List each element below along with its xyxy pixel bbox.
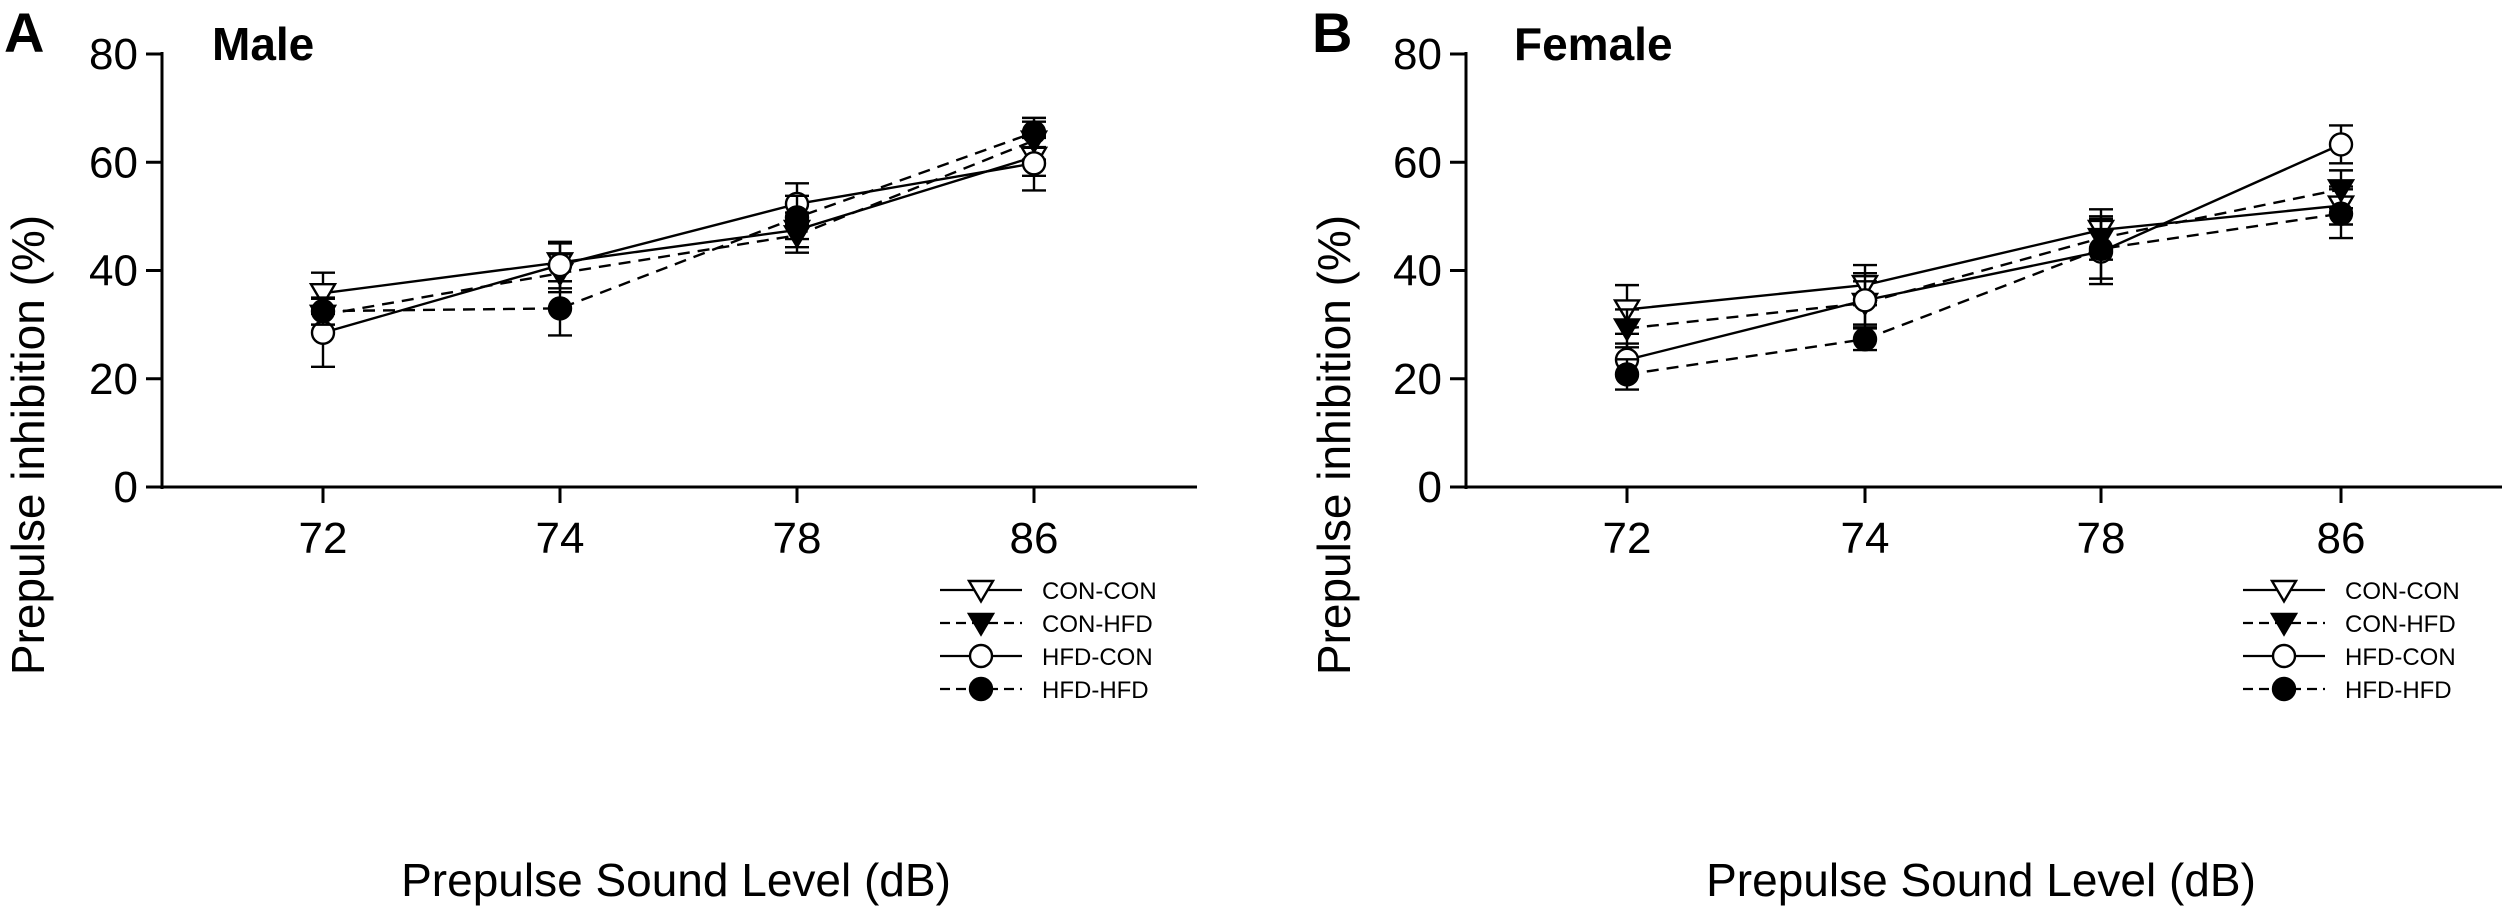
panel-b-y-axis-label: Prepulse inhibition (%) bbox=[1308, 215, 1360, 675]
panel-a-y-tick-label: 80 bbox=[89, 30, 138, 79]
panel-b-plot-area: 0 20 40 60 80 72 74 78 86 CON-CON CON-HFD HFD-CON HF… bbox=[1393, 30, 2502, 704]
panel-a-x-tick-label: 72 bbox=[299, 514, 348, 563]
panel-a-legend-item-con-hfd-label: CON-HFD bbox=[1042, 611, 1153, 638]
panel-a-series-hfd-con-point bbox=[1021, 151, 1047, 176]
panel-b-series-hfd-hfd bbox=[1614, 188, 2354, 391]
panel-b-legend-item-hfd-con-swatch-marker bbox=[2271, 643, 2297, 669]
panel-a-legend: CON-CON CON-HFD HFD-CON HFD-HFD bbox=[940, 578, 1157, 704]
panel-b-series-hfd-con bbox=[1614, 124, 2354, 378]
panel-b-series-hfd-hfd-point bbox=[1614, 362, 1640, 387]
panel-b-legend-item-con-con-label: CON-CON bbox=[2345, 578, 2460, 605]
panel-b-y-tick-label: 0 bbox=[1418, 463, 1442, 512]
panel-b-legend-item-con-hfd-label: CON-HFD bbox=[2345, 611, 2456, 638]
panel-a-series-hfd-hfd-line bbox=[322, 131, 1035, 313]
panel-b-series-hfd-con-point bbox=[2328, 132, 2354, 157]
panel-a-male: A Male Prepulse inhibition (%) Prepulse … bbox=[2, 1, 1197, 906]
panel-b-series-hfd-con-line bbox=[1626, 143, 2342, 361]
panel-a-series-hfd-con-line bbox=[322, 162, 1035, 334]
panel-b-series-con-con-line bbox=[1626, 204, 2342, 311]
panel-b-series-hfd-hfd-point bbox=[2328, 201, 2354, 226]
panel-b-series-con-hfd-point bbox=[1612, 318, 1642, 343]
panel-a-title: Male bbox=[212, 18, 314, 70]
panel-a-series-hfd-hfd-point bbox=[1021, 120, 1047, 145]
panel-a-series-hfd-hfd-point bbox=[784, 205, 810, 230]
panel-b-series-hfd-hfd-point bbox=[2088, 236, 2114, 262]
panel-a-y-axis-label: Prepulse inhibition (%) bbox=[2, 215, 54, 675]
panel-b-y-tick-label: 20 bbox=[1393, 355, 1442, 404]
panel-a-x-tick-label: 86 bbox=[1010, 514, 1059, 563]
panel-a-series-con-hfd bbox=[308, 120, 1049, 333]
panel-a-series-con-hfd-line bbox=[322, 139, 1035, 317]
panel-b-legend-item-hfd-hfd-swatch-marker bbox=[2271, 676, 2297, 702]
panel-b-title: Female bbox=[1514, 18, 1673, 70]
panel-a-plot-area: 0 20 40 60 80 72 74 78 86 CON-CON CON-HFD HFD-CON HF… bbox=[89, 30, 1197, 704]
panel-a-series-con-con-line bbox=[322, 155, 1035, 295]
panel-a-legend-item-hfd-con-label: HFD-CON bbox=[1042, 644, 1153, 671]
panel-a-y-tick-label: 0 bbox=[114, 463, 138, 512]
panel-b-x-axis-label: Prepulse Sound Level (dB) bbox=[1706, 854, 2256, 906]
panel-b-series-con-hfd-line bbox=[1626, 188, 2342, 330]
panel-a-series-hfd-hfd bbox=[310, 116, 1047, 337]
panel-b-y-tick-label: 60 bbox=[1393, 138, 1442, 187]
panel-b-legend-item-con-hfd-swatch-marker bbox=[2269, 612, 2299, 637]
panel-a-series-hfd-con bbox=[310, 135, 1047, 369]
panel-a-x-axis-label: Prepulse Sound Level (dB) bbox=[401, 854, 951, 906]
panel-a-legend-item-con-con-label: CON-CON bbox=[1042, 578, 1157, 605]
panel-b-series-con-hfd bbox=[1612, 169, 2356, 349]
panel-a-legend-item-hfd-hfd-label: HFD-HFD bbox=[1042, 677, 1149, 704]
panel-a-x-tick-label: 74 bbox=[536, 514, 585, 563]
panel-b-legend-item-hfd-hfd-label: HFD-HFD bbox=[2345, 677, 2452, 704]
panel-b-x-tick-label: 78 bbox=[2077, 514, 2126, 563]
panel-b-legend-item-con-con-swatch-marker bbox=[2269, 579, 2299, 604]
panel-b-series-hfd-hfd-point bbox=[1852, 327, 1878, 352]
panel-a-y-tick-label: 60 bbox=[89, 138, 138, 187]
panel-b-female: B Female Prepulse inhibition (%) Prepuls… bbox=[1308, 1, 2502, 906]
panel-a-series-hfd-hfd-point bbox=[310, 298, 336, 324]
panel-a-legend-item-con-hfd-swatch-marker bbox=[966, 612, 996, 637]
panel-a-legend-item-con-con-swatch-marker bbox=[966, 579, 996, 604]
panel-a-series-con-con bbox=[308, 136, 1049, 315]
panel-a-legend-item-hfd-hfd-swatch-marker bbox=[968, 676, 994, 702]
panel-b-series-hfd-con-point bbox=[1852, 288, 1878, 313]
panel-b-x-tick-label: 74 bbox=[1841, 514, 1890, 563]
panel-b-y-tick-label: 80 bbox=[1393, 30, 1442, 79]
panel-a-letter: A bbox=[4, 1, 44, 64]
panel-b-letter: B bbox=[1312, 1, 1352, 64]
panel-a-x-tick-label: 78 bbox=[773, 514, 822, 563]
panel-a-legend-item-hfd-con-swatch-marker bbox=[968, 643, 994, 669]
panel-a-y-tick-label: 40 bbox=[89, 247, 138, 296]
panel-a-series-hfd-con-point bbox=[547, 252, 573, 278]
panel-b-y-tick-label: 40 bbox=[1393, 247, 1442, 296]
panel-a-y-tick-label: 20 bbox=[89, 355, 138, 404]
panel-b-x-tick-label: 86 bbox=[2317, 514, 2366, 563]
panel-b-legend-item-hfd-con-label: HFD-CON bbox=[2345, 644, 2456, 671]
panel-b-legend: CON-CON CON-HFD HFD-CON HFD-HFD bbox=[2243, 578, 2460, 704]
panel-b-series-hfd-hfd-line bbox=[1626, 212, 2342, 376]
panel-b-x-tick-label: 72 bbox=[1603, 514, 1652, 563]
panel-a-series-con-con-point bbox=[308, 283, 338, 307]
panel-a-series-hfd-hfd-point bbox=[547, 296, 573, 321]
